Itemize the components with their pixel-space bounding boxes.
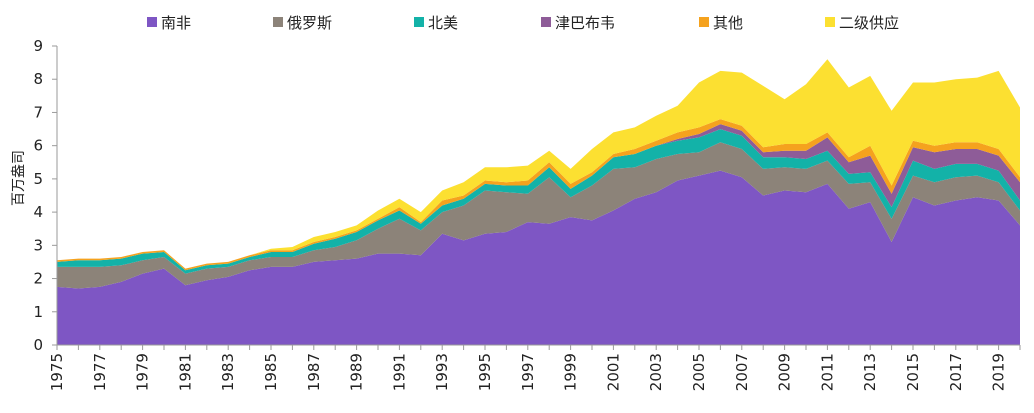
- y-tick-label: 1: [33, 303, 43, 321]
- legend-item-other: 其他: [699, 10, 743, 34]
- y-tick-label: 2: [33, 270, 43, 288]
- y-tick-label: 7: [33, 103, 43, 121]
- x-tick-label: 2015: [904, 353, 922, 391]
- x-tick-label: 2007: [733, 353, 751, 391]
- legend-label: 俄罗斯: [287, 13, 333, 32]
- y-tick-label: 3: [33, 236, 43, 254]
- x-tick-label: 1999: [562, 353, 580, 391]
- x-tick-label: 1997: [519, 353, 537, 391]
- x-tick-label: 2019: [990, 353, 1008, 391]
- area-series-secondary: [57, 59, 1020, 269]
- legend-item-secondary: 二级供应: [825, 10, 899, 34]
- area-series-north_america: [57, 129, 1020, 274]
- y-tick-label: 8: [33, 70, 43, 88]
- x-tick-label: 1985: [262, 353, 280, 391]
- area-series-russia: [57, 142, 1020, 289]
- y-tick-label: 4: [33, 203, 43, 221]
- x-tick-label: 1979: [134, 353, 152, 391]
- legend: 南非 俄罗斯 北美 津巴布韦 其他 二级供应: [0, 10, 1034, 34]
- legend-swatch-other: [699, 17, 709, 27]
- x-tick-label: 2017: [947, 353, 965, 391]
- area-series-south_africa: [57, 170, 1020, 345]
- legend-label: 其他: [713, 13, 744, 32]
- y-tick-label: 6: [33, 137, 43, 155]
- y-tick-label: 0: [33, 336, 43, 354]
- legend-item-zimbabwe: 津巴布韦: [541, 10, 615, 34]
- legend-swatch-russia: [273, 17, 283, 27]
- x-tick-label: 1977: [91, 353, 109, 391]
- legend-label: 北美: [428, 13, 459, 32]
- x-tick-label: 1991: [390, 353, 408, 391]
- y-tick-label: 9: [33, 37, 43, 55]
- legend-swatch-secondary: [825, 17, 835, 27]
- axes: 0 1 2 3 4 5 6 7 8 9 1975 1977 1979 1981 1983 1985 1987 19…: [33, 37, 1021, 391]
- x-tick-label: 2005: [690, 353, 708, 391]
- x-tick-label: 1989: [348, 353, 366, 391]
- legend-label: 津巴布韦: [555, 13, 616, 32]
- x-tick-label: 2013: [861, 353, 879, 391]
- legend-label: 南非: [161, 13, 192, 32]
- x-tick-label: 2003: [647, 353, 665, 391]
- legend-item-russia: 俄罗斯: [273, 10, 332, 34]
- x-tick-label: 1993: [433, 353, 451, 391]
- x-tick-label: 2011: [818, 353, 836, 391]
- y-axis-label: 百万盎司: [11, 150, 27, 206]
- legend-item-north-america: 北美: [414, 10, 458, 34]
- legend-item-south-africa: 南非: [147, 10, 191, 34]
- x-tick-label: 1975: [48, 353, 66, 391]
- x-tick-label: 2001: [604, 353, 622, 391]
- x-tick-label: 1981: [176, 353, 194, 391]
- x-tick-label: 1995: [476, 353, 494, 391]
- x-tick-label: 1983: [219, 353, 237, 391]
- legend-swatch-north-america: [414, 17, 424, 27]
- y-tick-label: 5: [33, 170, 43, 188]
- legend-label: 二级供应: [839, 13, 900, 32]
- legend-swatch-south-africa: [147, 17, 157, 27]
- x-tick-label: 2009: [776, 353, 794, 391]
- legend-swatch-zimbabwe: [541, 17, 551, 27]
- stacked-areas: [57, 59, 1020, 345]
- x-tick-label: 1987: [305, 353, 323, 391]
